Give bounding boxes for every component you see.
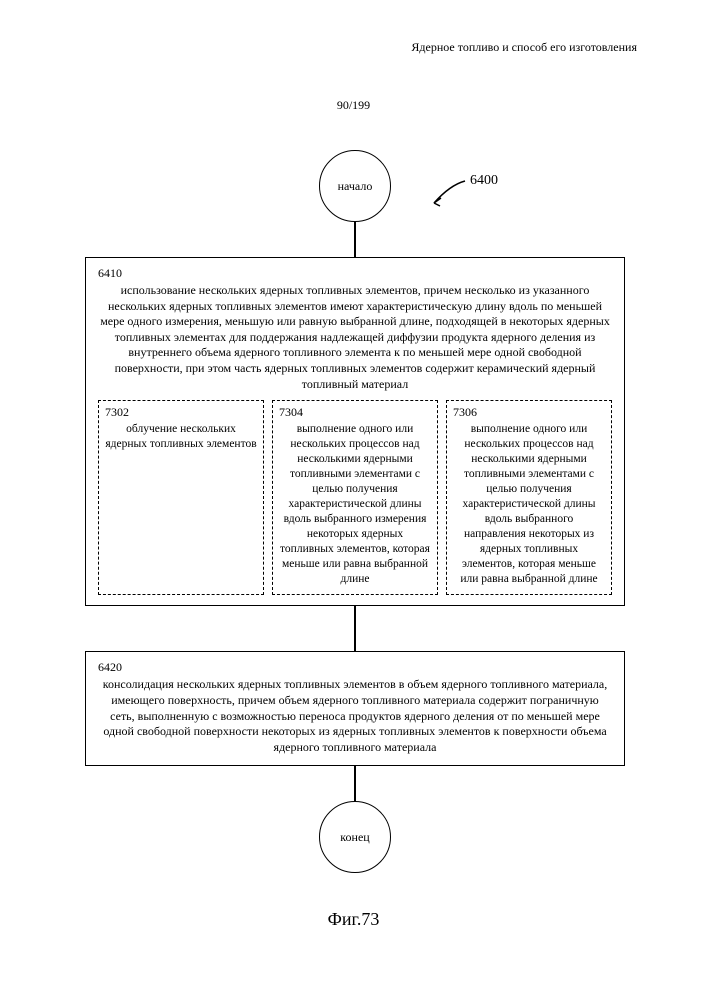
step-6410-number: 6410 [98, 266, 612, 281]
substep-7302: 7302 облучение нескольких ядерных топлив… [98, 400, 264, 595]
page: Ядерное топливо и способ его изготовлени… [0, 0, 707, 1000]
substep-7304: 7304 выполнение одного или нескольких пр… [272, 400, 438, 595]
figure-caption: Фиг.73 [328, 909, 380, 930]
header-title: Ядерное топливо и способ его изготовлени… [411, 40, 637, 55]
step-6410-text: использование нескольких ядерных топливн… [98, 283, 612, 392]
end-terminator: конец [319, 801, 391, 873]
substep-7304-number: 7304 [279, 405, 431, 420]
connector [354, 606, 356, 651]
substep-7306-text: выполнение одного или нескольких процесс… [453, 422, 605, 586]
step-6420-number: 6420 [98, 660, 612, 675]
start-label: начало [338, 179, 373, 194]
step-6410: 6410 использование нескольких ядерных то… [85, 257, 625, 606]
start-terminator: начало [319, 150, 391, 222]
substep-7306-number: 7306 [453, 405, 605, 420]
flowchart: начало 6410 использование нескольких яде… [85, 150, 625, 873]
substep-7306: 7306 выполнение одного или нескольких пр… [446, 400, 612, 595]
connector [354, 766, 356, 801]
page-counter: 90/199 [337, 98, 370, 113]
substep-row: 7302 облучение нескольких ядерных топлив… [98, 400, 612, 595]
step-6420-text: консолидация нескольких ядерных топливны… [98, 677, 612, 755]
step-6420: 6420 консолидация нескольких ядерных топ… [85, 651, 625, 766]
connector [354, 222, 356, 257]
substep-7302-text: облучение нескольких ядерных топливных э… [105, 422, 257, 452]
end-label: конец [340, 830, 369, 845]
substep-7304-text: выполнение одного или нескольких процесс… [279, 422, 431, 586]
substep-7302-number: 7302 [105, 405, 257, 420]
